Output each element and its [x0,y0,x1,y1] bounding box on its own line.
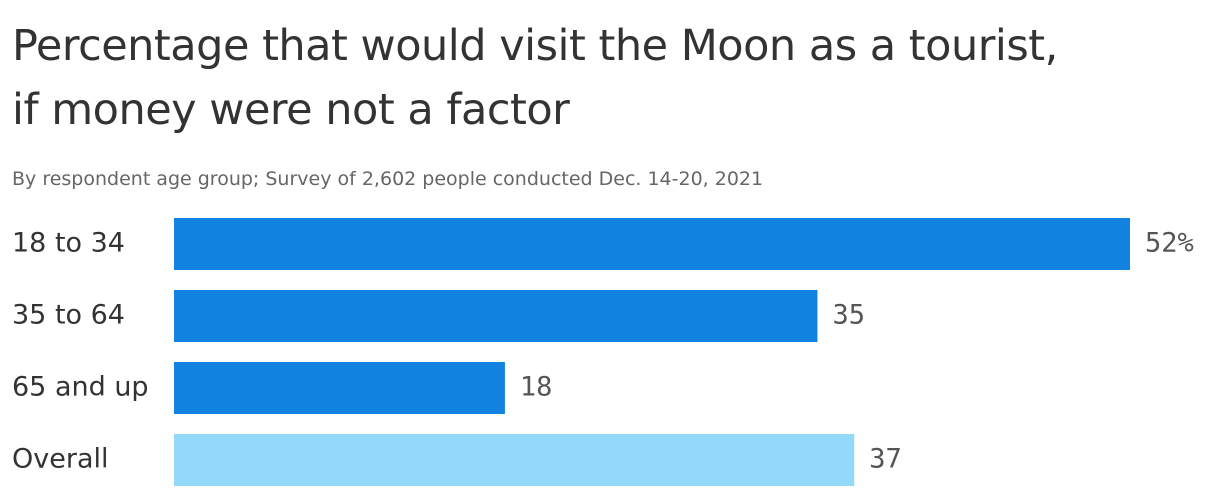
chart-subtitle: By respondent age group; Survey of 2,602… [12,168,764,190]
value-label: 35 [832,300,865,331]
category-label: 35 to 64 [12,300,125,331]
category-label: Overall [12,444,109,475]
chart-title: Percentage that would visit the Moon as … [12,21,1058,135]
bar [174,362,505,414]
bar [174,290,818,342]
category-label: 18 to 34 [12,228,125,259]
bar [174,218,1130,270]
value-label: 37 [869,444,902,475]
category-label: 65 and up [12,372,149,403]
value-label: 52% [1145,228,1194,259]
bar [174,434,855,486]
value-label: 18 [520,372,553,403]
